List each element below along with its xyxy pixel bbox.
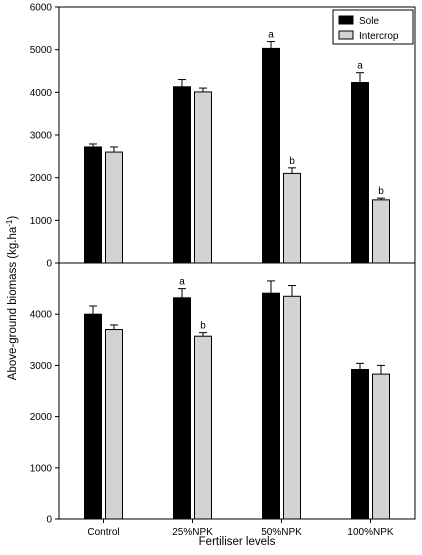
panel-1-ytick-label: 4000 bbox=[30, 88, 53, 99]
legend-swatch-sole bbox=[338, 15, 354, 25]
panel-2-bar-sole-0 bbox=[84, 313, 102, 520]
panel-1-ytick-label: 3000 bbox=[30, 131, 53, 142]
panel-1-bar-sole-0 bbox=[84, 146, 102, 264]
panel-2-bar-intercrop-0 bbox=[105, 329, 123, 520]
panel-2-ytick-label: 1000 bbox=[30, 463, 53, 474]
xtick-label: 25%NPK bbox=[172, 527, 213, 538]
y-axis-title: Above-ground biomass (kg.ha-1) bbox=[5, 216, 20, 381]
panel-1-bar-intercrop-0 bbox=[105, 151, 123, 264]
panel-2-ytick-label: 4000 bbox=[30, 310, 53, 321]
panel-2-bar-sole-2 bbox=[262, 292, 280, 520]
panel-1-ytick-label: 2000 bbox=[30, 173, 53, 184]
panel-1-significance-label: b bbox=[378, 186, 384, 197]
panel-2-significance-label: a bbox=[179, 277, 185, 288]
panel-2-bar-intercrop-1 bbox=[194, 335, 212, 520]
panel-1-bar-intercrop-2 bbox=[283, 172, 301, 264]
panel-2-ytick-label: 3000 bbox=[30, 361, 53, 372]
xtick-label: 50%NPK bbox=[261, 527, 302, 538]
panel-2-frame bbox=[58, 262, 416, 520]
panel-1-significance-label: a bbox=[357, 61, 363, 72]
legend-label-sole: Sole bbox=[359, 16, 379, 27]
x-axis-title: Fertiliser levels bbox=[199, 536, 276, 548]
panel-1-significance-label: a bbox=[268, 30, 274, 41]
panel-1-ytick-label: 5000 bbox=[30, 45, 53, 56]
panel-1-bar-sole-1 bbox=[173, 86, 191, 264]
panel-1-bar-intercrop-3 bbox=[372, 199, 390, 264]
panel-1-bar-sole-2 bbox=[262, 47, 280, 264]
legend-swatch-intercrop bbox=[338, 30, 354, 40]
y-axis-title-sup: -1 bbox=[5, 219, 14, 227]
panel-2-ytick-label: 0 bbox=[46, 515, 52, 526]
panel-1-ytick-label: 6000 bbox=[30, 3, 53, 14]
panel-1-bar-sole-3 bbox=[351, 82, 369, 264]
legend-label-intercrop: Intercrop bbox=[359, 31, 399, 42]
panel-1-significance-label: b bbox=[289, 156, 295, 167]
panel-1-ytick-label: 0 bbox=[46, 259, 52, 270]
panel-1-ytick-label: 1000 bbox=[30, 216, 53, 227]
xtick-label: Control bbox=[87, 527, 119, 538]
panel-2-bar-intercrop-2 bbox=[283, 295, 301, 520]
panel-2-bar-sole-3 bbox=[351, 368, 369, 520]
xtick-label: 100%NPK bbox=[347, 527, 393, 538]
panel-2-significance-label: b bbox=[200, 321, 206, 332]
panel-1-bar-intercrop-1 bbox=[194, 91, 212, 264]
y-axis-title-main: Above-ground biomass (kg.ha bbox=[7, 226, 19, 380]
panel-2-bar-sole-1 bbox=[173, 297, 191, 520]
panel-2-ytick-label: 2000 bbox=[30, 412, 53, 423]
panel-2-bar-intercrop-3 bbox=[372, 373, 390, 520]
y-axis-title-close: ) bbox=[7, 216, 19, 220]
